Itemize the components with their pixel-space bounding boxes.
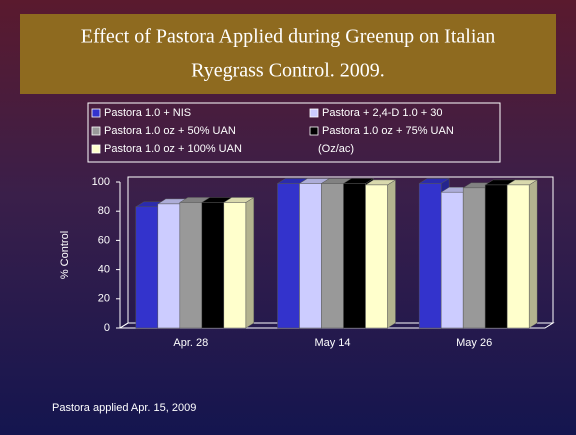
- legend-swatch: [91, 144, 101, 154]
- bar: [321, 183, 344, 329]
- bar-side: [245, 196, 255, 329]
- y-tick-label: 100: [92, 176, 110, 188]
- bar: [506, 184, 530, 329]
- chart-title: Ryegrass Control. 2009.: [191, 60, 385, 82]
- x-tick-label: Apr. 28: [173, 337, 208, 349]
- bar: [365, 184, 388, 329]
- legend-swatch: [91, 126, 101, 136]
- footnote: Pastora applied Apr. 15, 2009: [52, 402, 196, 414]
- x-tick-label: May 14: [314, 337, 350, 349]
- chart-title: Effect of Pastora Applied during Greenup…: [81, 26, 496, 48]
- title-banner: [20, 14, 556, 94]
- bar: [343, 183, 366, 329]
- bar: [157, 203, 181, 329]
- legend-label: Pastora 1.0 oz + 75% UAN: [322, 125, 454, 137]
- y-tick-label: 80: [98, 205, 110, 217]
- y-tick-label: 60: [98, 234, 110, 246]
- bar: [462, 187, 486, 329]
- bar: [299, 183, 322, 329]
- bar: [135, 206, 159, 329]
- bar: [418, 183, 442, 329]
- x-tick-label: May 26: [456, 337, 492, 349]
- legend-box: [87, 102, 501, 163]
- legend-note: (Oz/ac): [318, 143, 354, 155]
- y-tick-label: 40: [98, 264, 110, 276]
- floor: [118, 322, 555, 329]
- bar: [277, 183, 300, 329]
- bar: [440, 191, 464, 329]
- legend-swatch: [91, 108, 101, 118]
- legend-swatch: [309, 126, 319, 136]
- legend-swatch: [309, 108, 319, 118]
- bar: [223, 202, 247, 329]
- bar-side: [528, 179, 538, 329]
- bar-side: [387, 179, 396, 329]
- legend-label: Pastora 1.0 + NIS: [104, 107, 191, 119]
- bar: [484, 184, 508, 329]
- y-tick-label: 0: [104, 322, 110, 334]
- y-axis-label: % Control: [59, 231, 71, 279]
- y-tick-label: 20: [98, 293, 110, 305]
- legend-label: Pastora + 2,4-D 1.0 + 30: [322, 107, 442, 119]
- legend-label: Pastora 1.0 oz + 50% UAN: [104, 125, 236, 137]
- bar: [179, 202, 203, 329]
- legend-label: Pastora 1.0 oz + 100% UAN: [104, 143, 242, 155]
- bar: [201, 202, 225, 329]
